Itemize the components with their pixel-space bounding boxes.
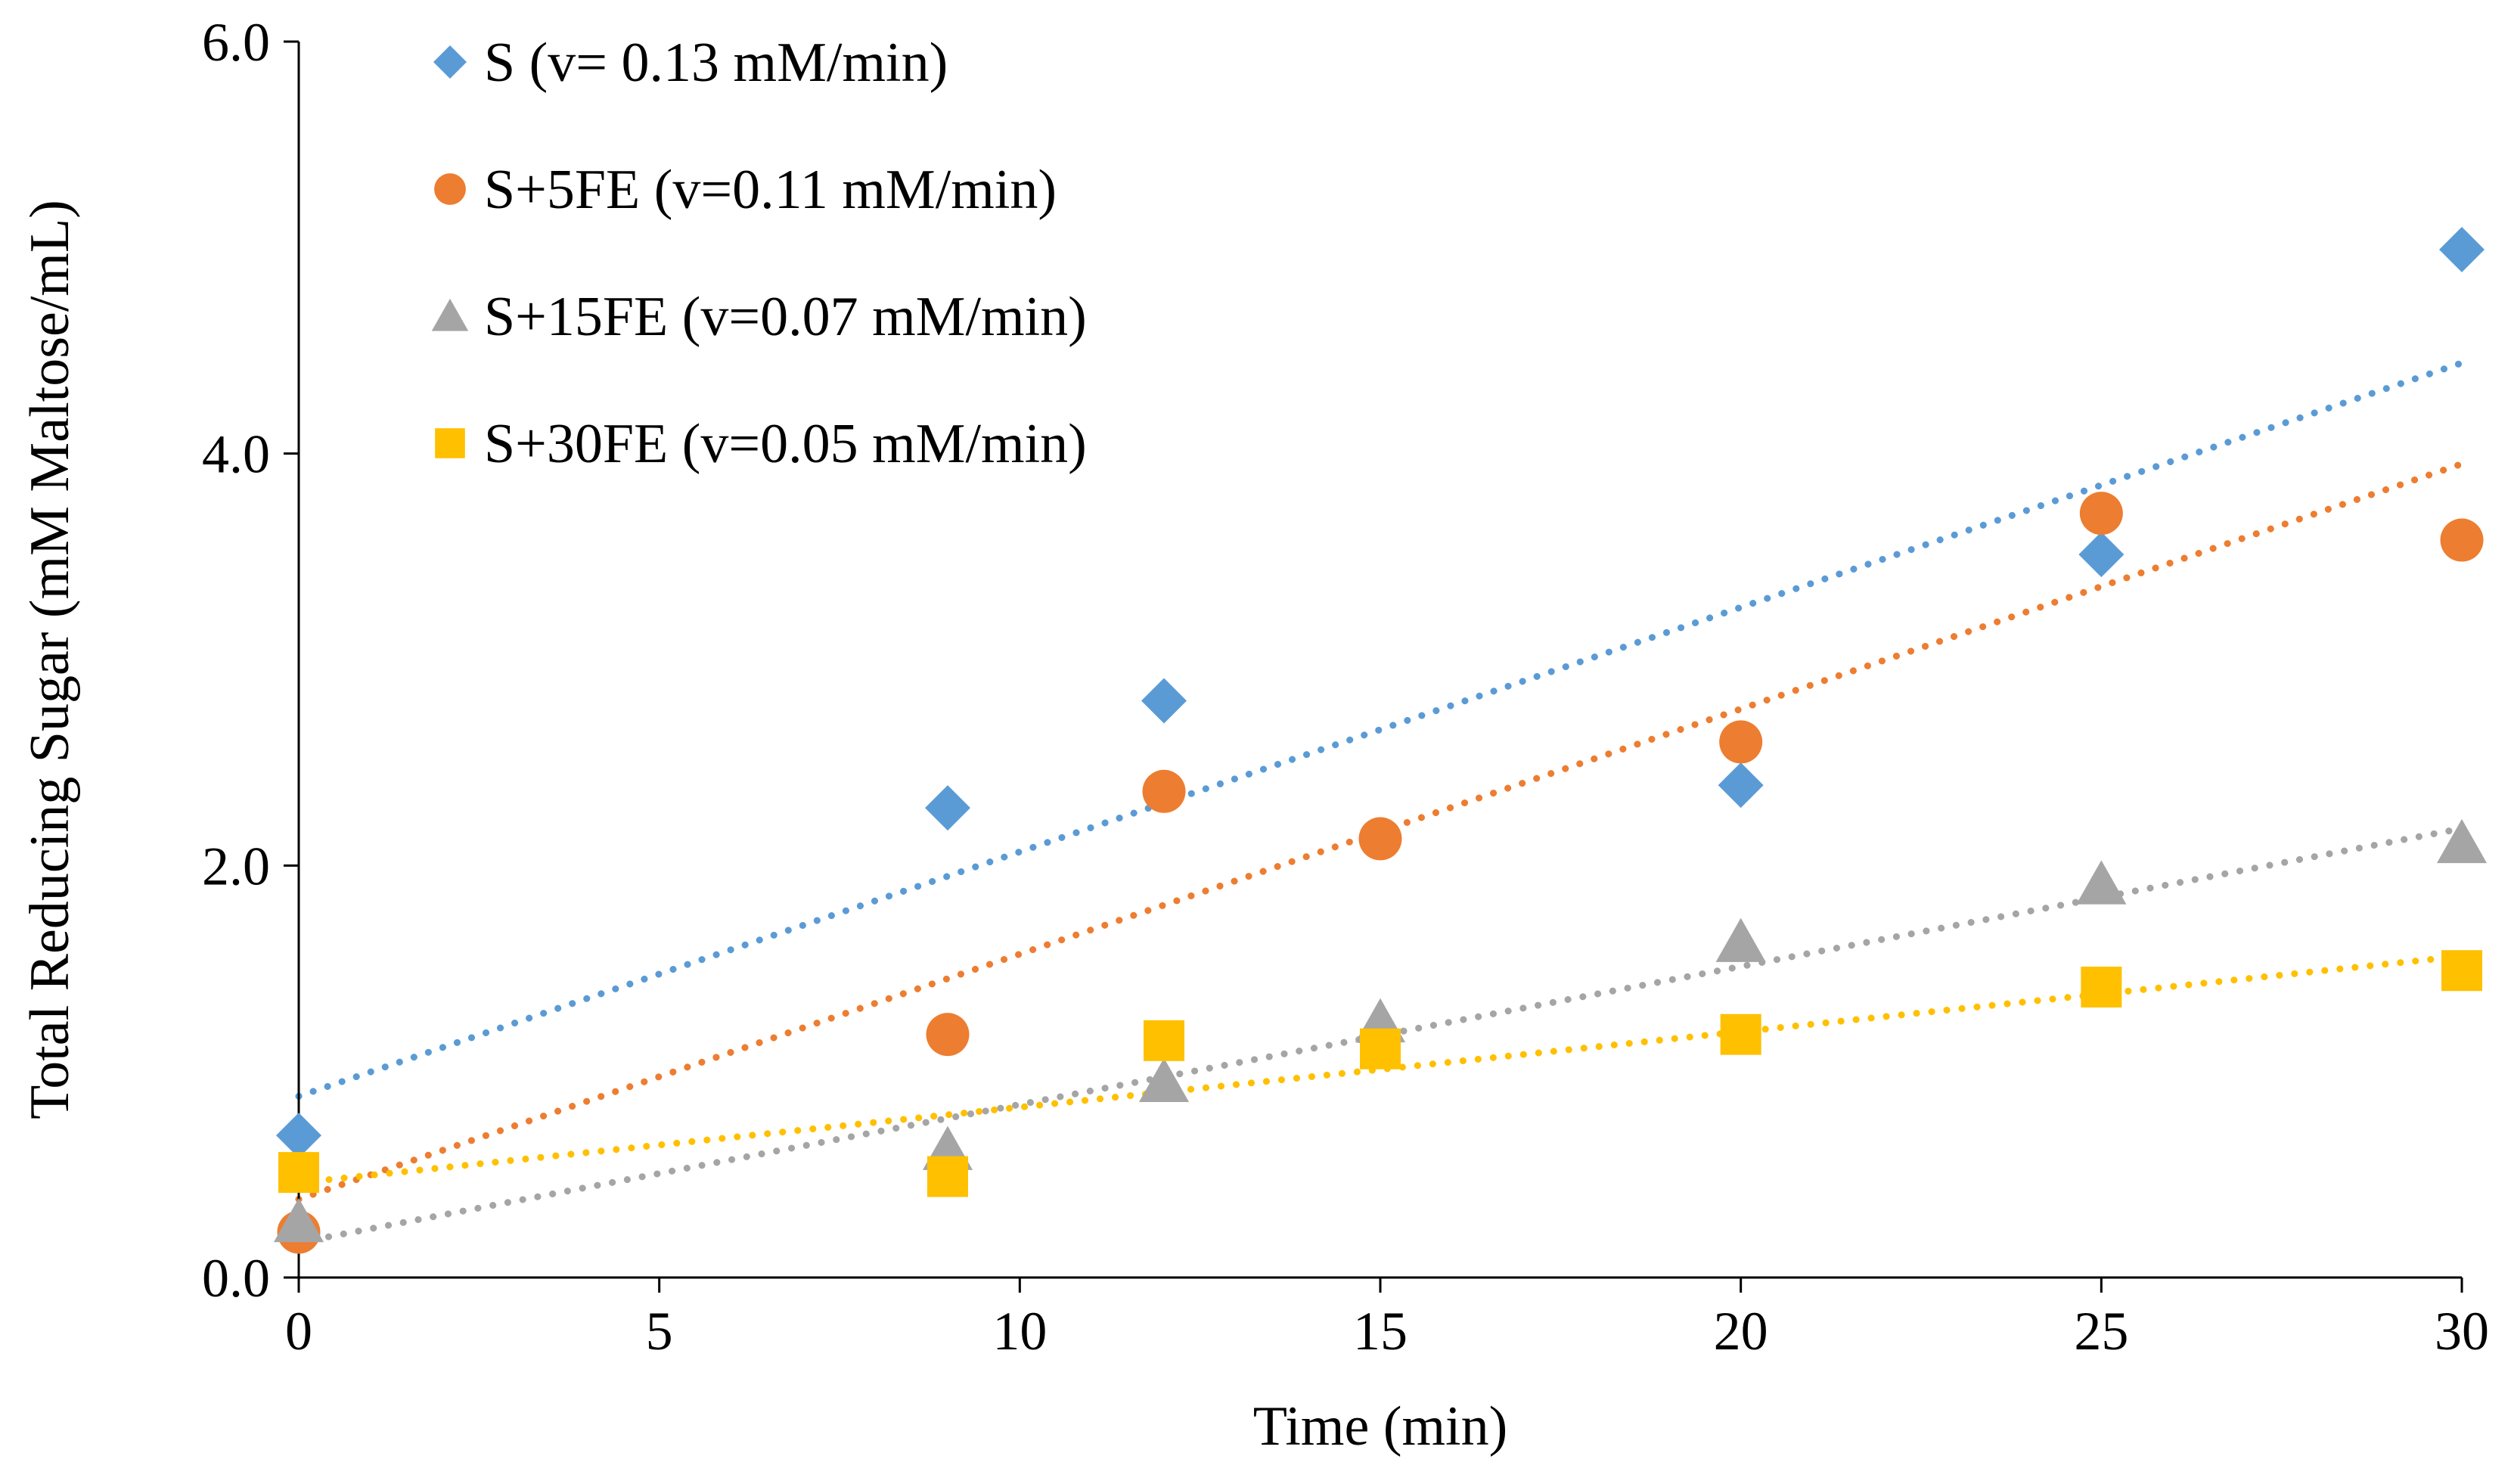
data-point-triangle [1715, 917, 1766, 962]
data-point-triangle [2076, 860, 2127, 905]
data-point-square [1720, 1014, 1761, 1055]
trendline-diamond [295, 359, 2466, 1100]
legend-label-triangle: S+15FE (v=0.07 mM/min) [484, 286, 1087, 348]
data-point-square [278, 1152, 319, 1194]
data-point-triangle [1138, 1057, 1190, 1103]
data-point-square [2441, 950, 2482, 992]
data-point-diamond [1141, 678, 1187, 724]
y-axis-title: Total Reducing Sugar (mM Maltose/mL) [19, 200, 81, 1119]
data-point-circle [926, 1013, 970, 1057]
data-point-square [2081, 967, 2122, 1008]
trendline-triangle [295, 824, 2466, 1246]
legend-marker-triangle [431, 298, 469, 331]
legend-marker-circle [434, 173, 466, 205]
data-point-square [927, 1156, 968, 1197]
data-point-diamond [276, 1113, 321, 1159]
x-tick-label: 0 [285, 1301, 312, 1361]
axes: 0.0 2.0 4.0 6.0 0 5 10 15 20 25 30 [202, 12, 2489, 1361]
x-axis-title: Time (min) [1253, 1396, 1507, 1458]
y-tick-label: 0.0 [202, 1248, 270, 1309]
data-point-diamond [2078, 532, 2125, 578]
data-point-diamond [1718, 762, 1764, 809]
data-point-circle [1358, 817, 1402, 861]
legend-marker-square [435, 428, 465, 458]
data-point-circle [2079, 492, 2123, 536]
y-tick-label: 4.0 [202, 424, 270, 485]
data-point-diamond [2439, 227, 2485, 273]
y-tick-label: 6.0 [202, 12, 270, 73]
legend-marker-diamond [433, 45, 467, 79]
data-point-circle [1719, 720, 1763, 764]
data-point-square [1360, 1028, 1401, 1070]
y-tick-label: 2.0 [202, 836, 270, 896]
legend-label-square: S+30FE (v=0.05 mM/min) [484, 413, 1087, 475]
x-tick-label: 30 [2435, 1301, 2489, 1361]
data-point-triangle [273, 1197, 324, 1243]
x-tick-label: 25 [2074, 1301, 2128, 1361]
legend-label-circle: S+5FE (v=0.11 mM/min) [484, 159, 1057, 221]
data-point-circle [2440, 518, 2484, 562]
x-tick-label: 5 [646, 1301, 673, 1361]
data-points [273, 227, 2488, 1254]
data-point-square [1144, 1020, 1184, 1061]
x-tick-label: 10 [992, 1301, 1047, 1361]
data-point-triangle [2436, 818, 2488, 864]
x-tick-label: 15 [1353, 1301, 1408, 1361]
data-point-circle [1142, 769, 1186, 813]
data-point-diamond [925, 785, 970, 831]
legend-label-diamond: S (v= 0.13 mM/min) [484, 32, 948, 94]
x-tick-label: 20 [1714, 1301, 1768, 1361]
legend: S (v= 0.13 mM/min) S+5FE (v=0.11 mM/min) S… [431, 32, 1087, 475]
